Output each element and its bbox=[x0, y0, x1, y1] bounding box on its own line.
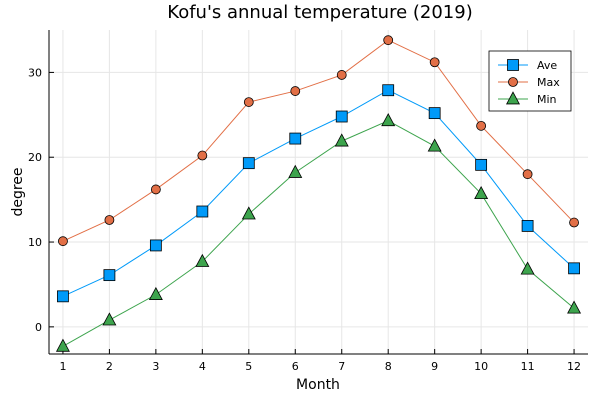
data-point-ave bbox=[335, 110, 348, 123]
data-point-min bbox=[55, 338, 70, 352]
x-tick-label: 12 bbox=[567, 360, 581, 373]
data-point-ave bbox=[568, 262, 580, 275]
legend: Ave Max Min bbox=[488, 50, 572, 112]
y-axis-label: degree bbox=[10, 167, 26, 216]
x-tick-label: 5 bbox=[245, 360, 252, 373]
data-point-ave bbox=[57, 290, 69, 303]
data-point-ave bbox=[289, 132, 302, 145]
series-line-ave bbox=[62, 89, 575, 297]
y-tick-label: 10 bbox=[28, 236, 42, 249]
data-point-ave bbox=[103, 269, 116, 282]
x-tick-label: 1 bbox=[59, 360, 66, 373]
data-point-max bbox=[290, 86, 301, 96]
legend-marker-min bbox=[506, 91, 520, 105]
data-point-min bbox=[148, 286, 163, 300]
data-point-max bbox=[522, 169, 533, 180]
data-point-min bbox=[474, 185, 489, 200]
x-tick-label: 3 bbox=[152, 360, 159, 373]
series-line-min bbox=[62, 120, 575, 347]
data-point-max bbox=[569, 217, 579, 228]
x-tick-label: 11 bbox=[521, 360, 535, 373]
data-point-min bbox=[102, 312, 117, 326]
y-tick-label: 30 bbox=[28, 66, 42, 79]
legend-box bbox=[488, 50, 572, 112]
x-tick-label: 7 bbox=[338, 360, 345, 373]
series-max bbox=[58, 35, 579, 247]
series-ave bbox=[57, 84, 580, 303]
data-point-min bbox=[520, 261, 535, 275]
data-point-ave bbox=[428, 107, 441, 120]
x-tick-label: 10 bbox=[474, 360, 488, 373]
data-point-ave bbox=[149, 239, 162, 252]
data-point-ave bbox=[521, 220, 534, 232]
data-point-max bbox=[58, 236, 68, 247]
data-point-min bbox=[195, 253, 210, 267]
legend-label-ave: Ave bbox=[537, 59, 557, 72]
legend-marker-max bbox=[508, 77, 518, 87]
legend-marker-ave bbox=[507, 59, 519, 71]
data-point-max bbox=[476, 120, 487, 131]
data-point-max bbox=[429, 57, 440, 68]
data-point-min bbox=[334, 133, 349, 147]
x-tick-label: 9 bbox=[431, 360, 438, 373]
data-point-ave bbox=[196, 205, 209, 218]
y-tick-label: 20 bbox=[28, 151, 42, 164]
data-point-max bbox=[104, 215, 115, 225]
data-point-max bbox=[383, 35, 394, 46]
legend-item-ave: Ave bbox=[498, 59, 557, 72]
data-point-max bbox=[243, 97, 254, 107]
x-tick-label: 8 bbox=[385, 360, 392, 373]
series-line-max bbox=[62, 39, 575, 242]
series-min bbox=[55, 113, 582, 352]
data-point-max bbox=[336, 70, 347, 80]
data-point-min bbox=[381, 113, 396, 127]
data-point-max bbox=[197, 150, 208, 161]
x-tick-label: 4 bbox=[199, 360, 206, 373]
y-tick-label: 0 bbox=[35, 321, 42, 334]
data-point-ave bbox=[475, 158, 488, 171]
x-axis-label: Month bbox=[296, 377, 340, 393]
data-point-max bbox=[150, 184, 161, 195]
legend-item-max: Max bbox=[498, 76, 560, 89]
data-point-min bbox=[288, 164, 303, 178]
legend-item-min: Min bbox=[498, 91, 557, 106]
data-point-min bbox=[427, 138, 442, 152]
data-point-min bbox=[567, 300, 582, 314]
data-point-min bbox=[241, 206, 256, 220]
chart-title: Kofu's annual temperature (2019) bbox=[167, 2, 472, 23]
data-point-ave bbox=[382, 84, 395, 97]
series-group bbox=[55, 35, 582, 352]
x-tick-label: 6 bbox=[292, 360, 299, 373]
data-point-ave bbox=[242, 157, 255, 170]
legend-label-max: Max bbox=[537, 76, 560, 89]
x-tick-label: 2 bbox=[106, 360, 113, 373]
legend-label-min: Min bbox=[537, 93, 557, 106]
